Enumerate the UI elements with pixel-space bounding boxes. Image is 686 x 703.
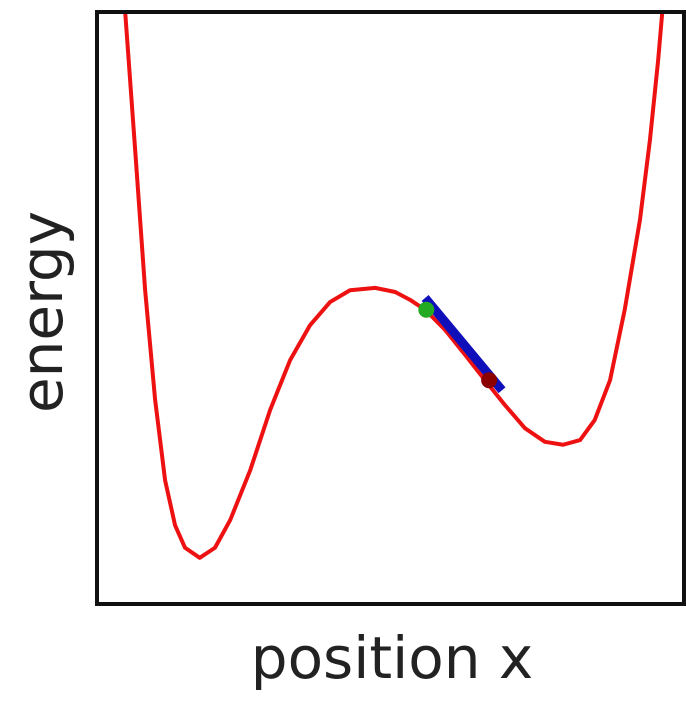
point — [418, 301, 435, 318]
y-axis-label: energy — [8, 211, 76, 413]
plot-frame — [95, 10, 686, 606]
energy-curve — [123, 12, 665, 560]
x-axis-label: position x — [251, 624, 534, 692]
point — [481, 372, 498, 389]
plot-area — [123, 12, 665, 560]
